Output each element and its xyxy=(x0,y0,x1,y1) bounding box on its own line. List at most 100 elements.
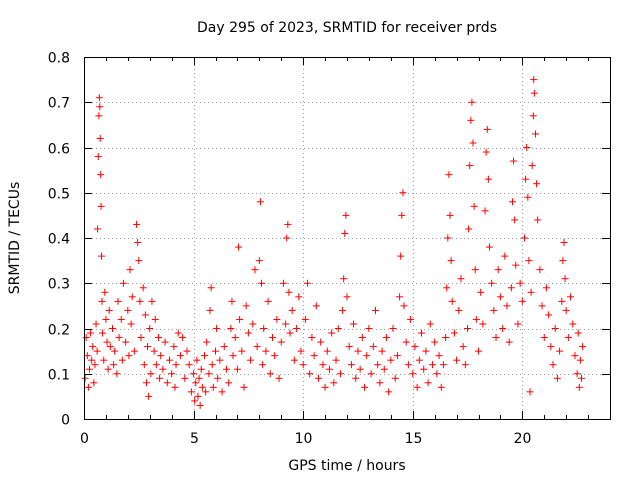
data-point xyxy=(102,315,110,323)
data-point xyxy=(472,315,480,323)
data-point xyxy=(484,175,492,183)
data-point xyxy=(87,329,95,337)
data-point xyxy=(258,279,266,287)
data-point xyxy=(236,315,244,323)
data-point xyxy=(477,288,485,296)
data-point xyxy=(516,279,524,287)
data-point xyxy=(288,306,296,314)
data-point xyxy=(273,315,281,323)
x-tick-label: 15 xyxy=(405,431,423,447)
data-point xyxy=(275,374,283,382)
data-point xyxy=(361,383,369,391)
data-point xyxy=(94,153,102,161)
data-point xyxy=(398,211,406,219)
data-point xyxy=(290,356,298,364)
data-point xyxy=(260,325,268,332)
data-point xyxy=(197,365,205,373)
data-point xyxy=(467,116,475,124)
data-point xyxy=(510,157,518,165)
data-point xyxy=(146,325,154,332)
data-point xyxy=(106,343,114,351)
data-point xyxy=(512,261,520,269)
data-point xyxy=(342,211,350,219)
data-point xyxy=(533,180,541,188)
data-point xyxy=(190,370,198,378)
data-point xyxy=(573,370,581,378)
data-point xyxy=(172,361,180,369)
x-tick-label: 20 xyxy=(514,431,532,447)
data-point xyxy=(339,306,347,314)
data-point xyxy=(471,266,479,274)
data-point xyxy=(363,352,371,360)
data-point xyxy=(144,343,152,351)
data-point xyxy=(137,334,145,342)
data-point xyxy=(198,383,206,391)
data-point xyxy=(213,325,221,332)
data-point xyxy=(567,293,575,301)
data-point xyxy=(562,306,570,314)
data-point xyxy=(482,148,490,156)
data-point xyxy=(530,89,538,97)
data-point xyxy=(400,302,408,310)
data-point xyxy=(140,361,148,369)
data-point xyxy=(371,306,379,314)
data-point xyxy=(249,320,257,328)
data-point xyxy=(538,302,546,310)
data-point xyxy=(91,361,99,369)
data-point xyxy=(411,343,419,351)
data-point xyxy=(397,252,405,260)
data-point xyxy=(334,325,342,332)
data-point xyxy=(387,356,395,364)
data-point xyxy=(459,343,467,351)
y-tick-label: 0.4 xyxy=(48,232,70,248)
data-point xyxy=(561,275,569,283)
data-point xyxy=(499,325,507,332)
data-point xyxy=(97,171,105,179)
data-point xyxy=(127,320,135,328)
data-point xyxy=(95,94,103,102)
data-point xyxy=(97,202,105,210)
data-point xyxy=(279,279,287,287)
data-point xyxy=(490,306,498,314)
data-point xyxy=(448,297,456,305)
data-point xyxy=(98,252,106,260)
data-point xyxy=(542,284,550,292)
data-point xyxy=(525,257,533,265)
data-point xyxy=(455,306,463,314)
data-point xyxy=(271,352,279,360)
y-tick-label: 0 xyxy=(61,413,70,429)
x-tick-label: 10 xyxy=(295,431,313,447)
data-point xyxy=(481,207,489,215)
data-points xyxy=(81,76,587,409)
data-point xyxy=(560,239,568,247)
data-point xyxy=(179,334,187,342)
data-point xyxy=(96,103,104,111)
data-point xyxy=(142,379,150,387)
data-point xyxy=(494,266,502,274)
data-point xyxy=(231,334,239,342)
data-point xyxy=(141,311,149,319)
data-point xyxy=(418,329,426,337)
data-point xyxy=(105,306,113,314)
data-point xyxy=(464,325,472,332)
data-point xyxy=(136,297,144,305)
data-point xyxy=(450,329,458,337)
data-point xyxy=(113,370,121,378)
data-point xyxy=(336,370,344,378)
data-point xyxy=(212,347,219,355)
y-tick-label: 0.6 xyxy=(48,142,70,158)
data-point xyxy=(536,266,544,274)
data-point xyxy=(547,343,555,351)
data-point xyxy=(531,130,539,138)
data-point xyxy=(174,329,182,337)
data-point xyxy=(534,216,542,224)
data-point xyxy=(389,325,397,332)
data-point xyxy=(575,383,583,391)
data-point xyxy=(468,98,476,106)
data-point xyxy=(218,388,226,396)
data-point xyxy=(297,347,305,355)
data-point xyxy=(185,361,193,369)
data-point xyxy=(155,334,163,342)
data-point xyxy=(402,338,410,346)
data-point xyxy=(301,315,309,323)
